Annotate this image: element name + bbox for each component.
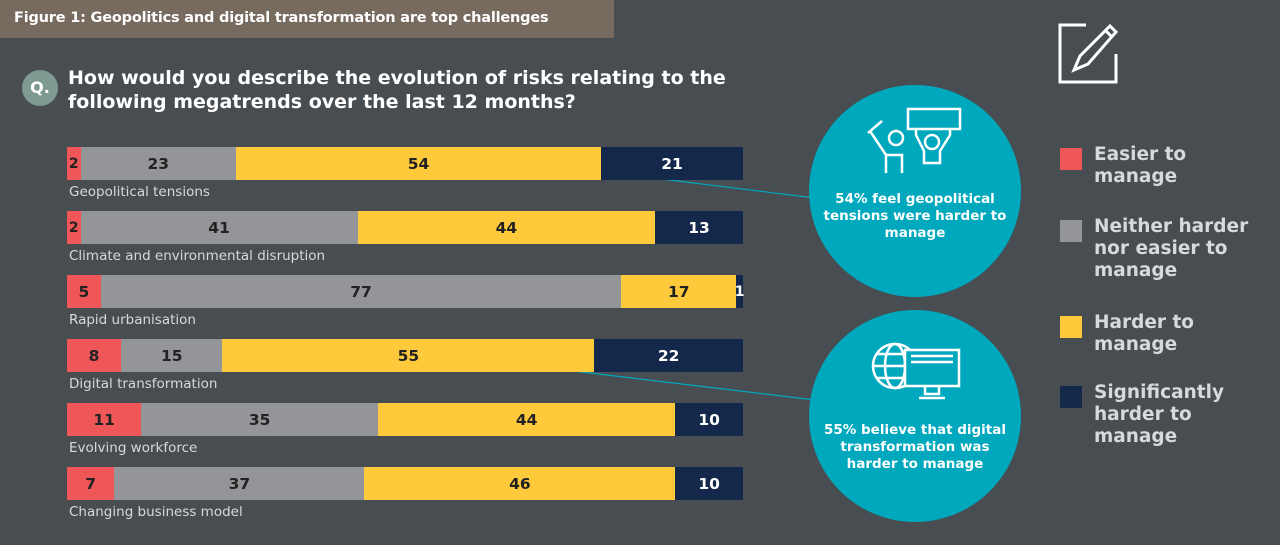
stacked-bar: 2 23 54 21 [67,147,743,180]
bar-segment-significantly: 22 [594,339,743,372]
bar-segment-significantly: 10 [675,467,743,500]
bar-segment-neither: 23 [80,147,236,180]
data-label: 54 [407,154,430,173]
data-label: 44 [515,410,538,429]
category-label: Changing business model [69,504,243,520]
question-badge: Q. [22,70,58,106]
bar-segment-easier: 2 [67,147,81,180]
legend-swatch [1060,386,1082,408]
bar-segment-significantly: 10 [675,403,743,436]
legend-swatch [1060,148,1082,170]
data-label: 10 [698,410,720,429]
data-label: 46 [509,474,531,493]
bar-segment-harder: 44 [357,211,656,244]
data-label: 5 [78,282,90,301]
bar-segment-harder: 44 [377,403,676,436]
data-label: 13 [688,218,710,237]
bar-segment-neither: 77 [100,275,622,308]
data-label: 7 [85,474,97,493]
data-label: 2 [68,219,79,236]
bar-segment-harder: 55 [222,339,595,372]
question-text: How would you describe the evolution of … [68,67,726,113]
data-label: 37 [228,474,251,493]
data-label: 77 [350,282,372,301]
annotation-text-geopolitical: 54% feel geopolitical tensions were hard… [823,191,1007,241]
category-label: Digital transformation [69,376,218,392]
bar-segment-significantly: 21 [601,147,743,180]
bar-segment-easier: 7 [67,467,115,500]
data-label: 17 [667,282,690,301]
bar-segment-neither: 35 [141,403,378,436]
category-label: Geopolitical tensions [69,184,210,200]
data-label: 8 [88,346,100,365]
bar-segment-harder: 46 [364,467,676,500]
figure-title: Figure 1: Geopolitics and digital transf… [14,10,549,26]
data-label: 23 [147,154,170,173]
category-label: Evolving workforce [69,440,198,456]
bar-segment-easier: 11 [67,403,142,436]
legend-swatch [1060,220,1082,242]
data-label: 10 [698,474,720,493]
stacked-bar: 5 77 17 1 [67,275,745,308]
edit-pencil-icon [1058,23,1119,84]
data-label: 21 [661,154,683,173]
data-label: 41 [208,218,230,237]
bar-segment-neither: 37 [114,467,365,500]
bar-segment-easier: 5 [67,275,101,308]
category-label: Climate and environmental disruption [69,248,326,264]
data-label: 44 [495,218,518,237]
stacked-bar: 7 37 46 10 [67,467,743,500]
stacked-bar: 11 35 44 10 [67,403,743,436]
data-label: 1 [734,283,745,300]
category-label: Rapid urbanisation [69,312,196,328]
legend-swatch [1060,316,1082,338]
stacked-bar: 8 15 55 22 [67,339,743,372]
bar-segment-neither: 15 [121,339,223,372]
protest-icon [867,107,962,173]
annotation-bubble-digital: 55% believe that digital transformation … [809,310,1021,522]
annotation-bubble-geopolitical: 54% feel geopolitical tensions were hard… [809,85,1021,297]
bar-segment-easier: 8 [67,339,122,372]
annotation-text-digital: 55% believe that digital transformation … [824,422,1006,472]
globe-computer-icon [871,342,961,400]
legend-label: Harder to manage [1094,312,1194,355]
legend-label: Significantly harder to manage [1094,382,1224,447]
data-label: 55 [397,346,420,365]
legend-label: Easier to manage [1094,144,1187,187]
data-label: 11 [93,410,115,429]
stacked-bar: 2 41 44 13 [67,211,743,244]
data-label: 2 [68,155,79,172]
data-label: 15 [160,346,183,365]
bar-segment-easier: 2 [67,211,81,244]
bar-segment-significantly: 13 [655,211,743,244]
bar-segment-neither: 41 [80,211,358,244]
data-label: 35 [248,410,271,429]
data-label: 22 [657,346,680,365]
legend-label: Neither harder nor easier to manage [1094,216,1249,281]
figure-header: Figure 1: Geopolitics and digital transf… [0,0,614,38]
bar-segment-harder: 17 [621,275,737,308]
bar-segment-significantly: 1 [734,275,745,308]
bar-segment-harder: 54 [235,147,602,180]
